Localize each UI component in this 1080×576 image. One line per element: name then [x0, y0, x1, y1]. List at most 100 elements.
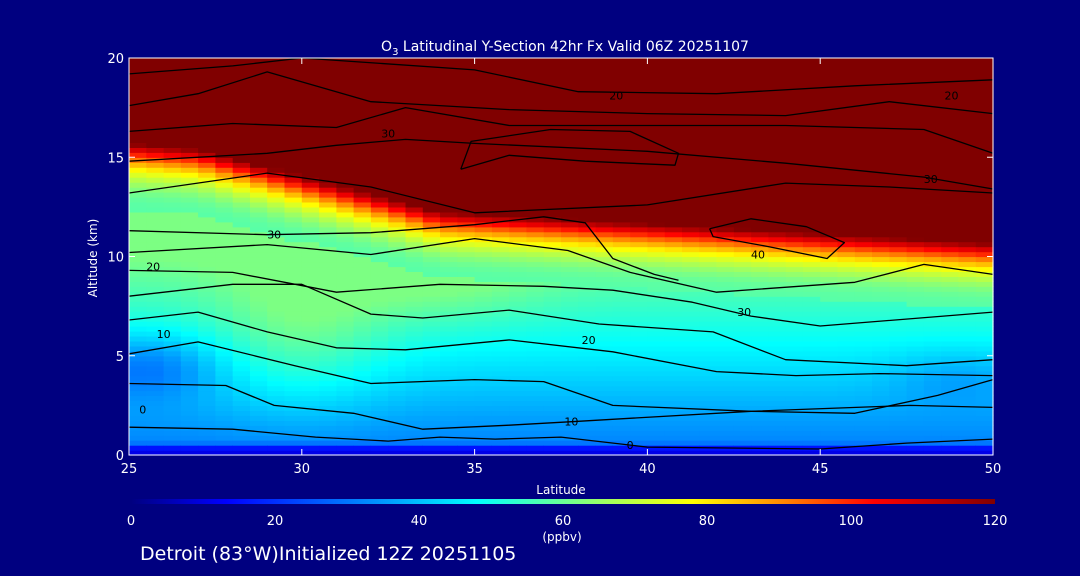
- field-cell: [405, 162, 424, 168]
- field-cell: [301, 375, 320, 382]
- field-cell: [215, 211, 234, 218]
- field-cell: [733, 211, 752, 218]
- field-cell: [923, 261, 942, 268]
- field-cell: [129, 326, 147, 332]
- field-cell: [509, 172, 528, 178]
- field-cell: [370, 172, 389, 178]
- field-cell: [250, 291, 268, 297]
- field-cell: [906, 326, 925, 332]
- field-cell: [578, 246, 597, 253]
- colorbar-tick-label: 20: [267, 514, 284, 529]
- field-cell: [958, 330, 977, 337]
- field-cell: [837, 360, 856, 367]
- field-cell: [319, 67, 337, 74]
- field-cell: [284, 236, 303, 243]
- field-cell: [664, 142, 683, 148]
- field-cell: [872, 67, 890, 74]
- field-cell: [284, 291, 303, 297]
- field-cell: [733, 63, 752, 69]
- field-cell: [958, 196, 977, 203]
- field-cell: [232, 157, 251, 163]
- field-cell: [941, 291, 960, 297]
- field-cell: [837, 216, 856, 223]
- field-cell: [837, 137, 856, 143]
- field-cell: [923, 385, 942, 392]
- field-cell: [941, 286, 960, 292]
- field-cell: [820, 306, 839, 312]
- field-cell: [595, 147, 614, 153]
- field-cell: [422, 107, 441, 114]
- field-cell: [975, 276, 994, 282]
- field-cell: [975, 330, 994, 337]
- field-cell: [440, 246, 458, 253]
- field-cell: [405, 172, 424, 178]
- field-cell: [215, 440, 234, 446]
- field-cell: [647, 450, 666, 456]
- field-cell: [889, 390, 908, 397]
- field-cell: [232, 107, 251, 114]
- field-cell: [820, 97, 839, 104]
- field-cell: [647, 390, 666, 397]
- field-cell: [923, 326, 942, 332]
- field-cell: [129, 430, 147, 436]
- field-cell: [561, 63, 579, 69]
- field-cell: [647, 221, 666, 228]
- field-cell: [716, 335, 735, 342]
- field-cell: [250, 430, 268, 436]
- field-cell: [526, 286, 545, 292]
- field-cell: [215, 425, 234, 431]
- field-cell: [699, 350, 718, 357]
- field-cell: [751, 142, 769, 148]
- field-cell: [215, 365, 234, 372]
- field-cell: [267, 177, 286, 183]
- field-cell: [198, 231, 216, 238]
- field-cell: [906, 142, 925, 148]
- field-cell: [301, 251, 320, 258]
- field-cell: [682, 192, 700, 198]
- field-cell: [561, 355, 579, 362]
- field-cell: [872, 296, 890, 302]
- field-cell: [941, 58, 960, 64]
- field-cell: [664, 400, 683, 406]
- field-cell: [319, 450, 337, 456]
- field-cell: [474, 405, 493, 411]
- field-cell: [440, 142, 458, 148]
- field-cell: [129, 162, 147, 168]
- field-cell: [232, 316, 251, 322]
- field-cell: [232, 92, 251, 99]
- field-cell: [491, 390, 510, 397]
- field-cell: [941, 92, 960, 99]
- field-cell: [682, 117, 700, 124]
- field-cell: [319, 162, 337, 168]
- field-cell: [440, 370, 458, 377]
- field-cell: [284, 97, 303, 104]
- ozone-field: [129, 58, 994, 456]
- field-cell: [751, 345, 769, 352]
- field-cell: [630, 301, 648, 307]
- field-cell: [405, 266, 424, 272]
- field-cell: [146, 311, 165, 317]
- field-cell: [267, 311, 286, 317]
- field-cell: [906, 405, 925, 411]
- field-cell: [837, 112, 856, 119]
- field-cell: [837, 355, 856, 362]
- field-cell: [561, 82, 579, 89]
- field-cell: [232, 122, 251, 129]
- contour-line: [128, 172, 994, 214]
- field-cell: [388, 345, 407, 352]
- field-cell: [370, 395, 389, 401]
- field-cell: [958, 440, 977, 446]
- field-cell: [543, 82, 562, 89]
- field-cell: [837, 63, 856, 69]
- field-cell: [889, 241, 908, 248]
- field-cell: [975, 415, 994, 421]
- field-cell: [595, 276, 614, 282]
- field-cell: [163, 326, 182, 332]
- field-cell: [941, 405, 960, 411]
- field-cell: [129, 82, 147, 89]
- field-cell: [180, 440, 199, 446]
- field-cell: [958, 236, 977, 243]
- field-cell: [250, 316, 268, 322]
- field-cell: [768, 375, 787, 382]
- field-cell: [682, 172, 700, 178]
